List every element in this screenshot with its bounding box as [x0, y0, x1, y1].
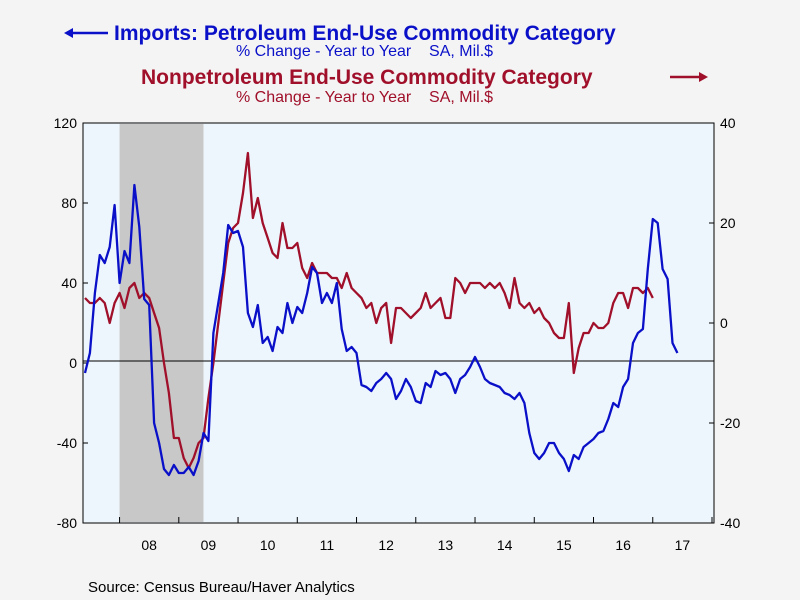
left-tick-label: 80: [61, 195, 77, 211]
left-tick-label: -80: [57, 515, 77, 531]
legend-series-1: Imports: Petroleum End-Use Commodity Cat…: [64, 22, 616, 60]
right-tick-label: 40: [720, 115, 736, 131]
right-tick-label: -40: [720, 515, 740, 531]
left-tick-label: 40: [61, 275, 77, 291]
left-arrow-icon: [64, 28, 108, 38]
series-line-nonpetroleum: [84, 151, 654, 470]
series2-title: Nonpetroleum End-Use Commodity Category: [141, 66, 593, 89]
right-tick-label: -20: [720, 415, 740, 431]
series-line-petroleum: [83, 183, 679, 477]
series2-subtitle: % Change - Year to Year SA, Mil.$: [236, 89, 493, 106]
x-tick-label: 12: [378, 537, 394, 553]
source-note: Source: Census Bureau/Haver Analytics: [88, 579, 355, 596]
x-tick-label: 10: [260, 537, 276, 553]
x-tick-label: 16: [615, 537, 631, 553]
right-tick-label: 20: [720, 215, 736, 231]
x-tick-label: 13: [438, 537, 454, 553]
series1-title: Imports: Petroleum End-Use Commodity Cat…: [114, 22, 616, 45]
x-tick-label: 14: [497, 537, 513, 553]
series1-subtitle: % Change - Year to Year SA, Mil.$: [236, 43, 493, 60]
x-tick-label: 09: [201, 537, 217, 553]
left-tick-label: -40: [57, 435, 77, 451]
right-tick-label: 0: [720, 315, 728, 331]
x-axis: 08 09 10 11 12 13 14 15 16 17: [119, 517, 713, 553]
plot-border: [82, 122, 715, 524]
left-tick-label: 120: [54, 115, 78, 131]
legend-series-2: Nonpetroleum End-Use Commodity Category …: [141, 66, 708, 106]
x-tick-label: 17: [675, 537, 691, 553]
x-tick-label: 15: [556, 537, 572, 553]
left-tick-label: 0: [69, 355, 77, 371]
right-arrow-icon: [670, 72, 708, 82]
right-axis: 40 20 0 -20 -40: [709, 115, 740, 531]
x-tick-label: 11: [320, 537, 335, 553]
x-tick-label: 08: [141, 537, 157, 553]
